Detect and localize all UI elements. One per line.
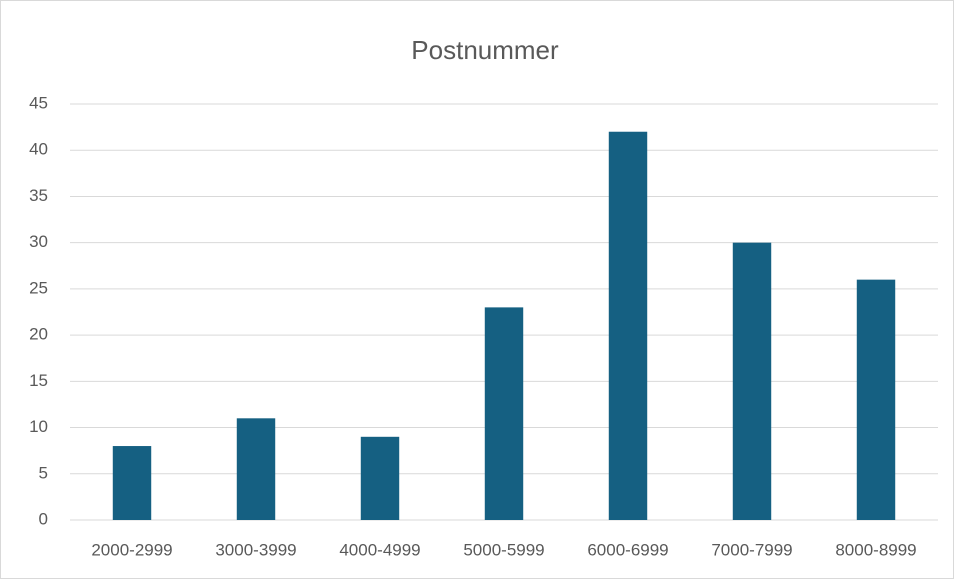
- bar: [484, 307, 524, 520]
- x-tick-label: 8000-8999: [835, 540, 916, 559]
- y-tick-label: 10: [29, 417, 48, 436]
- y-tick-label: 30: [29, 232, 48, 251]
- bar: [732, 242, 772, 520]
- x-tick-label: 5000-5999: [463, 540, 544, 559]
- y-tick-label: 25: [29, 278, 48, 297]
- y-tick-label: 40: [29, 140, 48, 159]
- x-tick-label: 3000-3999: [215, 540, 296, 559]
- y-tick-label: 20: [29, 325, 48, 344]
- y-tick-label: 5: [39, 463, 48, 482]
- bar: [608, 131, 648, 520]
- x-tick-label: 4000-4999: [339, 540, 420, 559]
- bar: [236, 418, 276, 520]
- x-tick-label: 6000-6999: [587, 540, 668, 559]
- bar: [112, 446, 152, 520]
- y-tick-label: 45: [29, 93, 48, 112]
- y-tick-label: 35: [29, 186, 48, 205]
- x-tick-label: 2000-2999: [91, 540, 172, 559]
- bar: [856, 279, 896, 520]
- x-tick-label: 7000-7999: [711, 540, 792, 559]
- y-tick-label: 15: [29, 371, 48, 390]
- bar: [360, 436, 400, 520]
- y-tick-label: 0: [39, 509, 48, 528]
- chart-title: Postnummer: [411, 35, 559, 65]
